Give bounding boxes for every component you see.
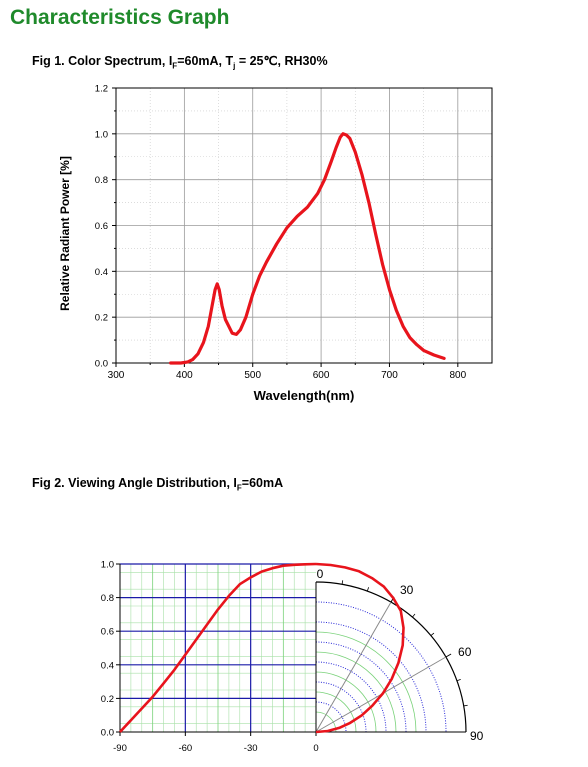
polar-series-line: [315, 562, 405, 734]
x-tick-label: 700: [381, 370, 398, 381]
x-tick-label: -30: [244, 743, 258, 754]
y-tick-label: 0.2: [101, 694, 114, 705]
angle-series-line: [119, 562, 317, 733]
polar-arc-green: [315, 691, 357, 733]
y-tick-label: 1.0: [95, 129, 108, 140]
polar-arc-green: [315, 671, 377, 733]
fig2-title-suffix: =60mA: [241, 476, 284, 490]
y-tick-label: 0.0: [101, 728, 114, 739]
polar-arc-dotted: [315, 601, 447, 733]
x-tick-label: 800: [449, 370, 466, 381]
y-tick-label: 0.6: [95, 221, 108, 232]
page-title: Characteristics Graph: [10, 6, 230, 29]
x-tick-label: 500: [244, 370, 261, 381]
fig1-title-suffix: = 25℃, RH30%: [235, 54, 328, 68]
polar-arc-dotted: [315, 641, 407, 733]
polar-arc-dotted: [315, 701, 347, 733]
y-tick-label: 0.8: [95, 175, 108, 186]
viewing-angle-chart: 0.0 0.2 0.4 0.6 0.8 1.0 -90 -60 -30 0 0 30 60 90: [101, 560, 484, 755]
polar-angle-label: 90: [470, 729, 484, 743]
polar-minor-tick: [366, 587, 370, 592]
x-axis-label: Wavelength(nm): [254, 388, 355, 403]
y-tick-label: 0.4: [101, 660, 114, 671]
spectrum-series-line: [169, 132, 446, 365]
fig2-title: Fig 2. Viewing Angle Distribution, IF=60…: [32, 476, 283, 493]
y-axis-label: Relative Radiant Power [%]: [58, 156, 72, 311]
y-tick-label: 0.4: [95, 267, 108, 278]
y-tick-label: 1.0: [101, 560, 114, 571]
y-tick-label: 1.2: [95, 84, 108, 95]
polar-angle-label: 60: [458, 645, 472, 659]
y-tick-label: 0.6: [101, 627, 114, 638]
fig1-title-sub-j: j: [233, 61, 236, 71]
polar-angle-label: 0: [317, 567, 324, 581]
x-tick-label: 0: [313, 743, 318, 754]
polar-outer-arc: [315, 581, 467, 733]
polar-minor-tick: [463, 704, 468, 707]
x-tick-label: 300: [108, 370, 125, 381]
polar-arc-green: [315, 651, 397, 733]
polar-minor-tick: [412, 613, 416, 618]
x-tick-label: 600: [313, 370, 330, 381]
polar-arc-green: [315, 631, 417, 733]
polar-angle-tick: [445, 653, 452, 658]
fig2-title-prefix: Fig 2. Viewing Angle Distribution, I: [32, 476, 237, 490]
y-tick-label: 0.0: [95, 359, 108, 370]
x-tick-label: 400: [176, 370, 193, 381]
fig1-title-prefix: Fig 1. Color Spectrum, I: [32, 54, 173, 68]
x-tick-label: -60: [178, 743, 192, 754]
fig1-title: Fig 1. Color Spectrum, IF=60mA, Tj = 25℃…: [32, 53, 328, 71]
polar-minor-tick: [341, 580, 344, 585]
polar-radial-line: [315, 601, 392, 733]
x-tick-label: -90: [113, 743, 127, 754]
y-tick-label: 0.2: [95, 313, 108, 324]
spectrum-chart: 300 400 500 600 700 800 0.0 0.2 0.4 0.6 0.8 1.0 1.2 W…: [58, 84, 493, 403]
fig1-title-sub-f: F: [172, 61, 178, 71]
fig2-title-sub-f: F: [236, 483, 242, 493]
polar-minor-tick: [430, 632, 435, 636]
fig1-title-mid: =60mA, T: [177, 54, 234, 68]
y-tick-label: 0.8: [101, 593, 114, 604]
polar-arc-dotted: [315, 621, 427, 733]
polar-angle-label: 30: [400, 583, 414, 597]
polar-minor-tick: [456, 678, 461, 682]
